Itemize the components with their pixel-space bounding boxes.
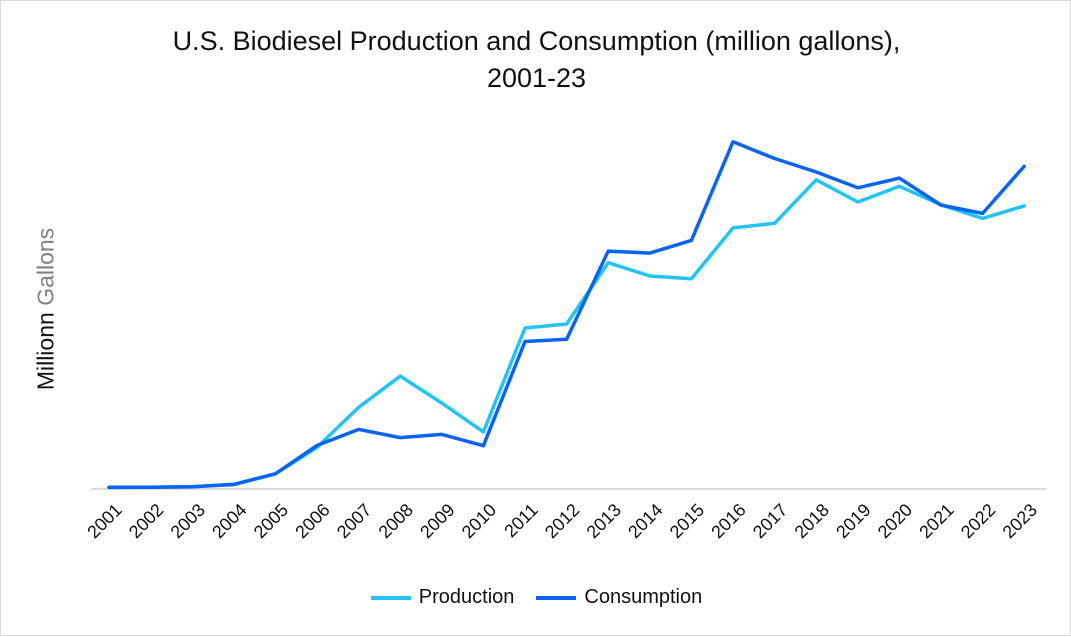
legend-swatch — [370, 595, 411, 600]
x-tick-label: 2006 — [291, 500, 333, 542]
x-tick-label: 2022 — [957, 500, 999, 542]
x-tick-label: 2015 — [666, 500, 708, 542]
chart-title-line-1: U.S. Biodiesel Production and Consumptio… — [172, 26, 901, 56]
data-point-consumption — [648, 251, 652, 255]
x-tick-label: 2009 — [416, 500, 458, 542]
x-tick-label: 2023 — [999, 500, 1041, 542]
x-tick-label: 2019 — [832, 500, 874, 542]
data-point-production — [897, 184, 901, 188]
data-point-production — [731, 226, 735, 230]
legend-item-consumption: Consumption — [536, 586, 702, 609]
x-tick-label: 2001 — [83, 500, 125, 542]
x-tick-label: 2012 — [541, 500, 583, 542]
data-point-consumption — [1022, 164, 1026, 168]
data-point-production — [856, 200, 860, 204]
data-point-production — [357, 405, 361, 409]
data-point-consumption — [856, 186, 860, 190]
x-tick-label: 2004 — [208, 500, 250, 542]
x-tick-label: 2018 — [791, 500, 833, 542]
data-point-production — [773, 221, 777, 225]
data-point-consumption — [481, 444, 485, 448]
series-line-consumption — [107, 140, 1026, 490]
data-point-consumption — [315, 444, 319, 448]
data-point-consumption — [731, 140, 735, 144]
series-line-production — [107, 178, 1026, 490]
data-point-production — [398, 374, 402, 378]
data-point-production — [814, 178, 818, 182]
data-point-consumption — [107, 485, 111, 489]
data-point-consumption — [814, 170, 818, 174]
data-point-consumption — [606, 249, 610, 253]
data-point-production — [606, 261, 610, 265]
x-tick-label: 2021 — [915, 500, 957, 542]
legend: Production Consumption — [1, 586, 1071, 609]
chart-title: U.S. Biodiesel Production and Consumptio… — [1, 23, 1071, 97]
x-tick-label: 2011 — [500, 500, 542, 542]
data-point-consumption — [565, 337, 569, 341]
data-point-consumption — [689, 238, 693, 242]
data-point-production — [1022, 204, 1026, 208]
data-point-consumption — [149, 485, 153, 489]
data-point-consumption — [523, 339, 527, 343]
x-tick-label: 2003 — [167, 500, 209, 542]
data-point-consumption — [939, 203, 943, 207]
legend-label: Production — [418, 586, 515, 608]
x-tick-label: 2017 — [749, 500, 791, 542]
legend-label: Consumption — [584, 586, 703, 608]
x-tick-label: 2010 — [458, 500, 500, 542]
x-tick-label: 2020 — [874, 500, 916, 542]
x-tick-label: 2007 — [333, 500, 375, 542]
data-point-consumption — [398, 436, 402, 440]
x-tick-label: 2014 — [624, 500, 666, 542]
data-point-production — [648, 274, 652, 278]
x-tick-label: 2002 — [125, 500, 167, 542]
data-point-consumption — [773, 156, 777, 160]
data-point-production — [689, 277, 693, 281]
x-tick-label: 2005 — [250, 500, 292, 542]
data-point-production — [523, 326, 527, 330]
x-tick-label: 2008 — [375, 500, 417, 542]
data-point-consumption — [897, 176, 901, 180]
data-point-production — [981, 216, 985, 220]
data-point-consumption — [357, 427, 361, 431]
x-tick-label: 2013 — [583, 500, 625, 542]
x-tick-label: 2016 — [707, 500, 749, 542]
data-point-consumption — [273, 472, 277, 476]
chart-title-line-2: 2001-23 — [486, 63, 587, 93]
data-point-production — [481, 430, 485, 434]
data-point-consumption — [981, 211, 985, 215]
data-point-consumption — [232, 483, 236, 487]
legend-item-production: Production — [370, 586, 515, 609]
legend-swatch — [536, 595, 577, 600]
data-point-consumption — [440, 432, 444, 436]
data-point-production — [565, 322, 569, 326]
data-point-production — [440, 401, 444, 405]
data-point-consumption — [190, 485, 194, 489]
